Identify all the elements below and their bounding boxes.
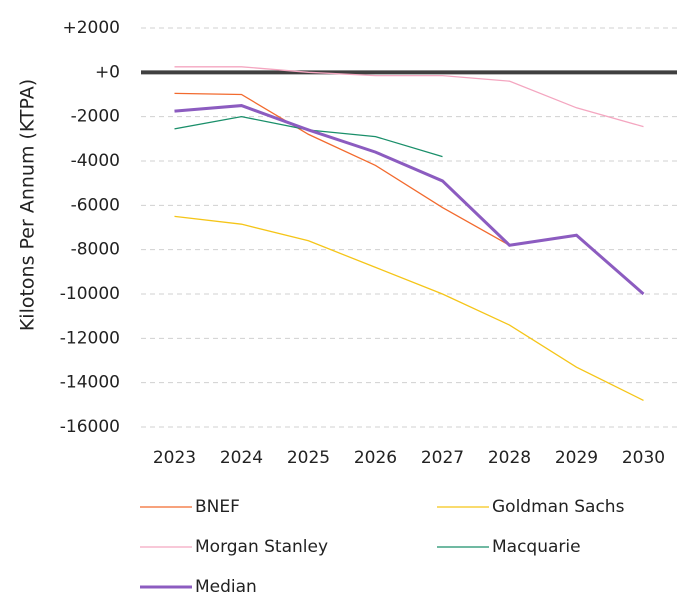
legend-label: Macquarie (492, 537, 581, 557)
series-line (174, 215, 644, 401)
y-tick-label: -4000 (71, 151, 120, 171)
y-tick-label: -14000 (60, 373, 120, 393)
y-tick-label: -12000 (60, 328, 120, 348)
series-line (174, 116, 443, 158)
y-tick-label: -16000 (60, 417, 120, 437)
y-tick-label: -2000 (71, 107, 120, 127)
y-tick-label: +2000 (62, 18, 120, 38)
y-axis-label: Kilotons Per Annum (KTPA) (17, 79, 39, 331)
legend-label: Median (195, 577, 257, 597)
x-tick-label: 2028 (488, 448, 531, 468)
y-tick-label: +0 (95, 62, 120, 82)
legend-label: Morgan Stanley (195, 537, 328, 557)
x-tick-label: 2026 (354, 448, 397, 468)
y-tick-label: -8000 (71, 240, 120, 260)
y-tick-label: -6000 (71, 195, 120, 215)
legend-label: BNEF (195, 497, 240, 517)
series-line (174, 104, 645, 296)
y-tick-label: -10000 (60, 284, 120, 304)
legend-label: Goldman Sachs (492, 497, 625, 517)
x-tick-label: 2029 (555, 448, 598, 468)
x-tick-label: 2024 (220, 448, 263, 468)
x-tick-label: 2025 (287, 448, 330, 468)
series-line (174, 92, 510, 246)
x-tick-label: 2030 (622, 448, 665, 468)
series-line (174, 66, 644, 128)
x-tick-label: 2023 (153, 448, 196, 468)
x-tick-label: 2027 (421, 448, 464, 468)
